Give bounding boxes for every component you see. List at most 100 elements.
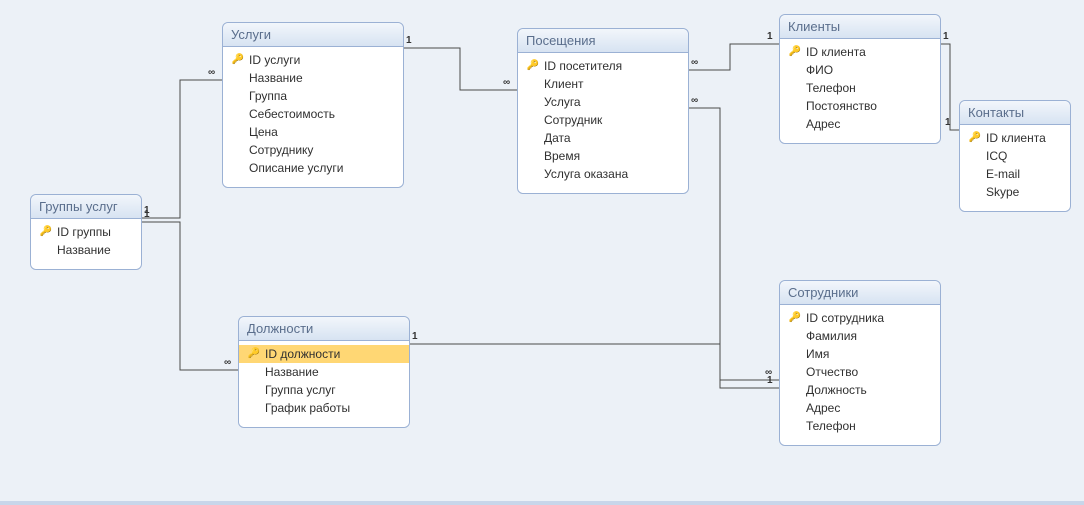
entity-groups[interactable]: Группы услуг 🔑ID группыНазвание <box>30 194 142 270</box>
entity-header: Группы услуг <box>31 195 141 219</box>
field-row[interactable]: Имя <box>780 345 940 363</box>
field-name: Услуга оказана <box>540 166 628 182</box>
field-name: Группа <box>245 88 287 104</box>
field-name: Название <box>261 364 319 380</box>
cardinality-label: ∞ <box>503 78 510 88</box>
field-row[interactable]: Фамилия <box>780 327 940 345</box>
field-name: Описание услуги <box>245 160 344 176</box>
field-row[interactable]: График работы <box>239 399 409 417</box>
field-row[interactable]: Цена <box>223 123 403 141</box>
field-name: Телефон <box>802 80 856 96</box>
field-row[interactable]: Клиент <box>518 75 688 93</box>
field-row[interactable]: ФИО <box>780 61 940 79</box>
field-name: ID должности <box>261 346 340 362</box>
field-name: Клиент <box>540 76 584 92</box>
field-row[interactable]: 🔑ID посетителя <box>518 57 688 75</box>
entity-header: Посещения <box>518 29 688 53</box>
field-row[interactable]: Описание услуги <box>223 159 403 177</box>
field-name: Адрес <box>802 400 840 416</box>
field-row[interactable]: 🔑ID группы <box>31 223 141 241</box>
field-row[interactable]: 🔑ID клиента <box>780 43 940 61</box>
field-name: ID клиента <box>982 130 1046 146</box>
field-row[interactable]: Себестоимость <box>223 105 403 123</box>
cardinality-label: 1 <box>943 32 949 42</box>
field-name: ФИО <box>802 62 833 78</box>
field-name: Имя <box>802 346 829 362</box>
field-row[interactable]: Сотрудник <box>518 111 688 129</box>
entity-body: 🔑ID посетителяКлиентУслугаСотрудник Дата В… <box>518 53 688 193</box>
cardinality-label: ∞ <box>208 68 215 78</box>
field-name: Себестоимость <box>245 106 335 122</box>
entity-body: 🔑ID услугиНазваниеГруппа Себестоимость Цен… <box>223 47 403 187</box>
field-row[interactable]: Группа <box>223 87 403 105</box>
entity-body: 🔑ID должностиНазваниеГруппа услугГрафик … <box>239 341 409 427</box>
key-icon: 🔑 <box>788 310 802 326</box>
entity-positions[interactable]: Должности 🔑ID должностиНазваниеГруппа ус… <box>238 316 410 428</box>
field-row[interactable]: Услуга <box>518 93 688 111</box>
field-row[interactable]: Skype <box>960 183 1070 201</box>
cardinality-label: 1 <box>406 36 412 46</box>
field-row[interactable]: Название <box>223 69 403 87</box>
cardinality-label: 1 <box>767 32 773 42</box>
cardinality-label: ∞ <box>224 358 231 368</box>
field-name: Сотрудник <box>540 112 602 128</box>
field-name: Skype <box>982 184 1019 200</box>
field-name: E-mail <box>982 166 1020 182</box>
field-row[interactable]: 🔑ID клиента <box>960 129 1070 147</box>
key-icon: 🔑 <box>788 44 802 60</box>
entity-header: Должности <box>239 317 409 341</box>
field-name: Дата <box>540 130 571 146</box>
field-name: Время <box>540 148 580 164</box>
entity-header: Услуги <box>223 23 403 47</box>
field-name: Отчество <box>802 364 858 380</box>
field-row[interactable]: Отчество <box>780 363 940 381</box>
cardinality-label: 1 <box>144 210 150 220</box>
entity-visits[interactable]: Посещения 🔑ID посетителяКлиентУслугаСотр… <box>517 28 689 194</box>
cardinality-label: ∞ <box>765 368 772 378</box>
entity-clients[interactable]: Клиенты 🔑ID клиентаФИОТелефонПостоянство… <box>779 14 941 144</box>
cardinality-label: 1 <box>945 118 951 128</box>
er-canvas: Группы услуг 🔑ID группыНазвание Услуги 🔑… <box>0 0 1084 505</box>
field-name: Должность <box>802 382 867 398</box>
field-row[interactable]: Название <box>239 363 409 381</box>
entity-body: 🔑ID клиентаФИОТелефонПостоянствоАдрес <box>780 39 940 143</box>
entity-employees[interactable]: Сотрудники 🔑ID сотрудникаФамилия Имя Отчес… <box>779 280 941 446</box>
field-row[interactable]: Должность <box>780 381 940 399</box>
field-name: Сотруднику <box>245 142 313 158</box>
field-row[interactable]: Группа услуг <box>239 381 409 399</box>
field-row[interactable]: 🔑ID услуги <box>223 51 403 69</box>
field-name: ID клиента <box>802 44 866 60</box>
cardinality-label: ∞ <box>691 58 698 68</box>
field-name: Адрес <box>802 116 840 132</box>
entity-header: Клиенты <box>780 15 940 39</box>
field-name: Телефон <box>802 418 856 434</box>
field-name: График работы <box>261 400 350 416</box>
field-row[interactable]: Постоянство <box>780 97 940 115</box>
field-row[interactable]: Название <box>31 241 141 259</box>
field-name: Фамилия <box>802 328 857 344</box>
field-name: Название <box>53 242 111 258</box>
field-row[interactable]: Телефон <box>780 79 940 97</box>
field-row[interactable]: E-mail <box>960 165 1070 183</box>
entity-header: Сотрудники <box>780 281 940 305</box>
field-name: Цена <box>245 124 278 140</box>
entity-contacts[interactable]: Контакты 🔑ID клиентаICQE-mail Skype <box>959 100 1071 212</box>
cardinality-label: 1 <box>412 332 418 342</box>
field-row[interactable]: Время <box>518 147 688 165</box>
field-row[interactable]: 🔑ID сотрудника <box>780 309 940 327</box>
key-icon: 🔑 <box>247 346 261 362</box>
key-icon: 🔑 <box>231 52 245 68</box>
field-row[interactable]: ICQ <box>960 147 1070 165</box>
field-row[interactable]: 🔑ID должности <box>239 345 409 363</box>
field-name: ID посетителя <box>540 58 622 74</box>
field-row[interactable]: Телефон <box>780 417 940 435</box>
field-row[interactable]: Адрес <box>780 115 940 133</box>
entity-header: Контакты <box>960 101 1070 125</box>
field-row[interactable]: Сотруднику <box>223 141 403 159</box>
entity-body: 🔑ID группыНазвание <box>31 219 141 269</box>
field-row[interactable]: Адрес <box>780 399 940 417</box>
field-row[interactable]: Дата <box>518 129 688 147</box>
entity-services[interactable]: Услуги 🔑ID услугиНазваниеГруппа Себестоим… <box>222 22 404 188</box>
field-name: Постоянство <box>802 98 877 114</box>
field-row[interactable]: Услуга оказана <box>518 165 688 183</box>
